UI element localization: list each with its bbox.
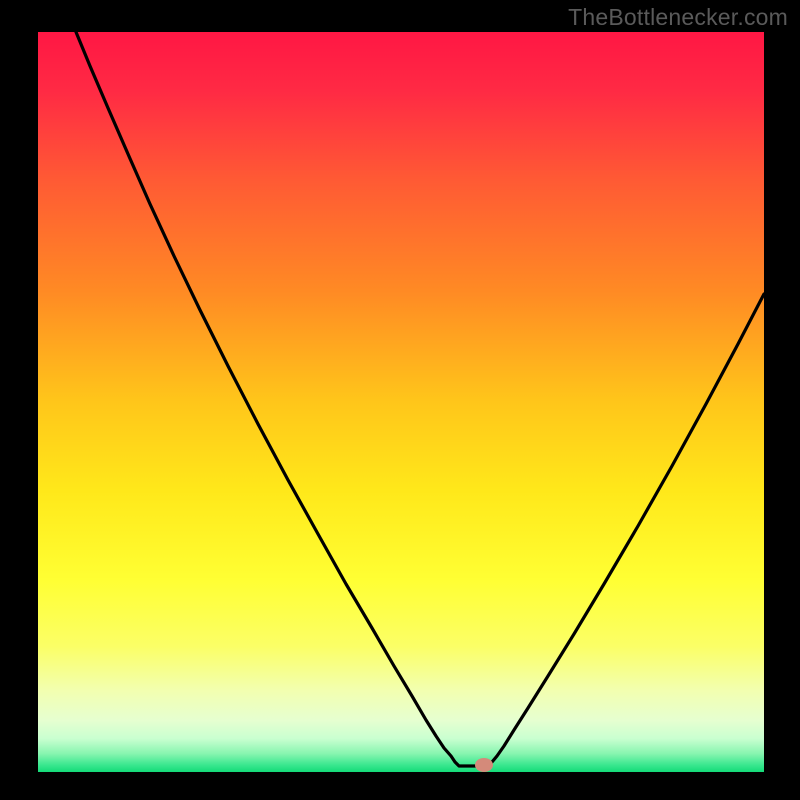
watermark-text: TheBottlenecker.com: [568, 4, 788, 31]
plot-area: [38, 32, 764, 772]
gradient-background: [38, 32, 764, 772]
figure-canvas: TheBottlenecker.com: [0, 0, 800, 800]
minimum-marker: [475, 758, 493, 772]
chart-svg: [38, 32, 764, 772]
